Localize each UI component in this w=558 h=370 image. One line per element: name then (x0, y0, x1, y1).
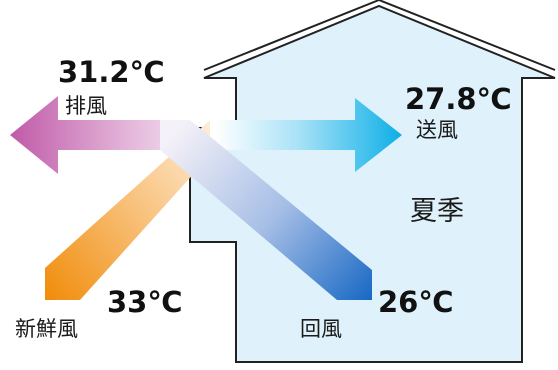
supply-label: 送風 (416, 120, 458, 141)
fresh-air-temperature: 33℃ (107, 288, 182, 317)
return-air-temperature: 26℃ (378, 288, 453, 317)
fresh-air-label: 新鮮風 (15, 319, 78, 340)
season-label: 夏季 (410, 198, 464, 225)
exhaust-label: 排風 (65, 96, 107, 117)
return-air-label: 回風 (300, 319, 342, 340)
exhaust-temperature: 31.2℃ (58, 58, 165, 87)
supply-temperature: 27.8℃ (405, 85, 512, 114)
